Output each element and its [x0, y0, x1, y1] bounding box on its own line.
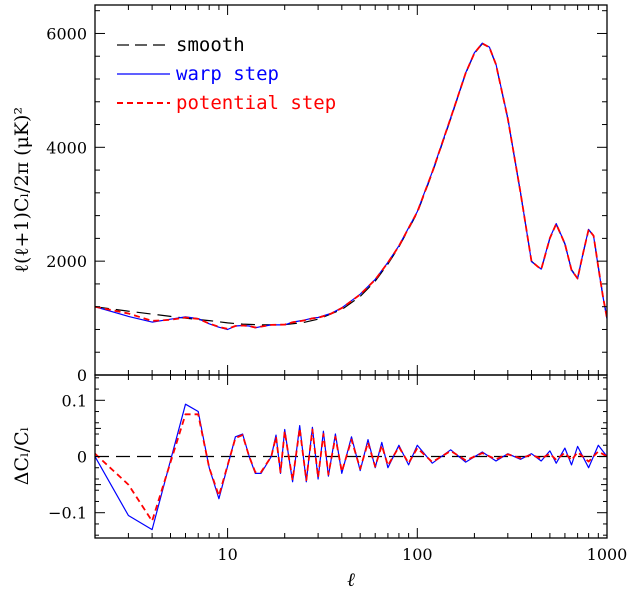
power-spectrum-series-smooth — [95, 43, 607, 326]
residual-lines — [95, 403, 607, 531]
power-spectrum-panel: 0 2000 4000 6000 ℓ(ℓ+1)Cₗ/2π (μK)² — [11, 4, 608, 385]
x-tick-label: 100 — [402, 545, 433, 564]
x-axis-label: ℓ — [347, 569, 355, 591]
residual-ticks: 10 100 1000 −0.1 0 0.1 — [48, 375, 627, 564]
residual-ylabel: ΔCₗ/Cₗ — [11, 427, 33, 485]
power-spectrum-ytick-label: 2000 — [46, 252, 87, 271]
power-spectrum-ytick-label: 0 — [77, 366, 87, 385]
residual-ytick-label: −0.1 — [48, 504, 87, 523]
residual-series-warp-step — [95, 403, 607, 531]
residual-ytick-label: 0 — [77, 448, 87, 467]
legend-label-smooth: smooth — [176, 34, 245, 56]
legend: smooth warp step potential step — [117, 34, 336, 114]
power-spectrum-ytick-label: 6000 — [46, 24, 87, 43]
power-spectrum-ylabel: ℓ(ℓ+1)Cₗ/2π (μK)² — [11, 107, 33, 273]
power-spectrum-series-potential-step — [95, 42, 607, 330]
residual-series-potential-step — [95, 413, 607, 522]
power-spectrum-ytick-label: 4000 — [46, 138, 87, 157]
power-spectrum-lines — [95, 42, 607, 331]
power-spectrum-ticks: 0 2000 4000 6000 — [46, 5, 608, 385]
residual-panel: 10 100 1000 −0.1 0 0.1 ΔCₗ/Cₗ ℓ — [11, 374, 627, 591]
residual-ytick-label: 0.1 — [62, 391, 87, 410]
legend-label-warp-step: warp step — [176, 63, 279, 85]
residual-frame — [94, 374, 608, 539]
x-tick-label: 10 — [217, 545, 237, 564]
power-spectrum-series-warp-step — [95, 42, 607, 331]
x-tick-label: 1000 — [587, 545, 628, 564]
legend-label-potential-step: potential step — [176, 92, 336, 114]
